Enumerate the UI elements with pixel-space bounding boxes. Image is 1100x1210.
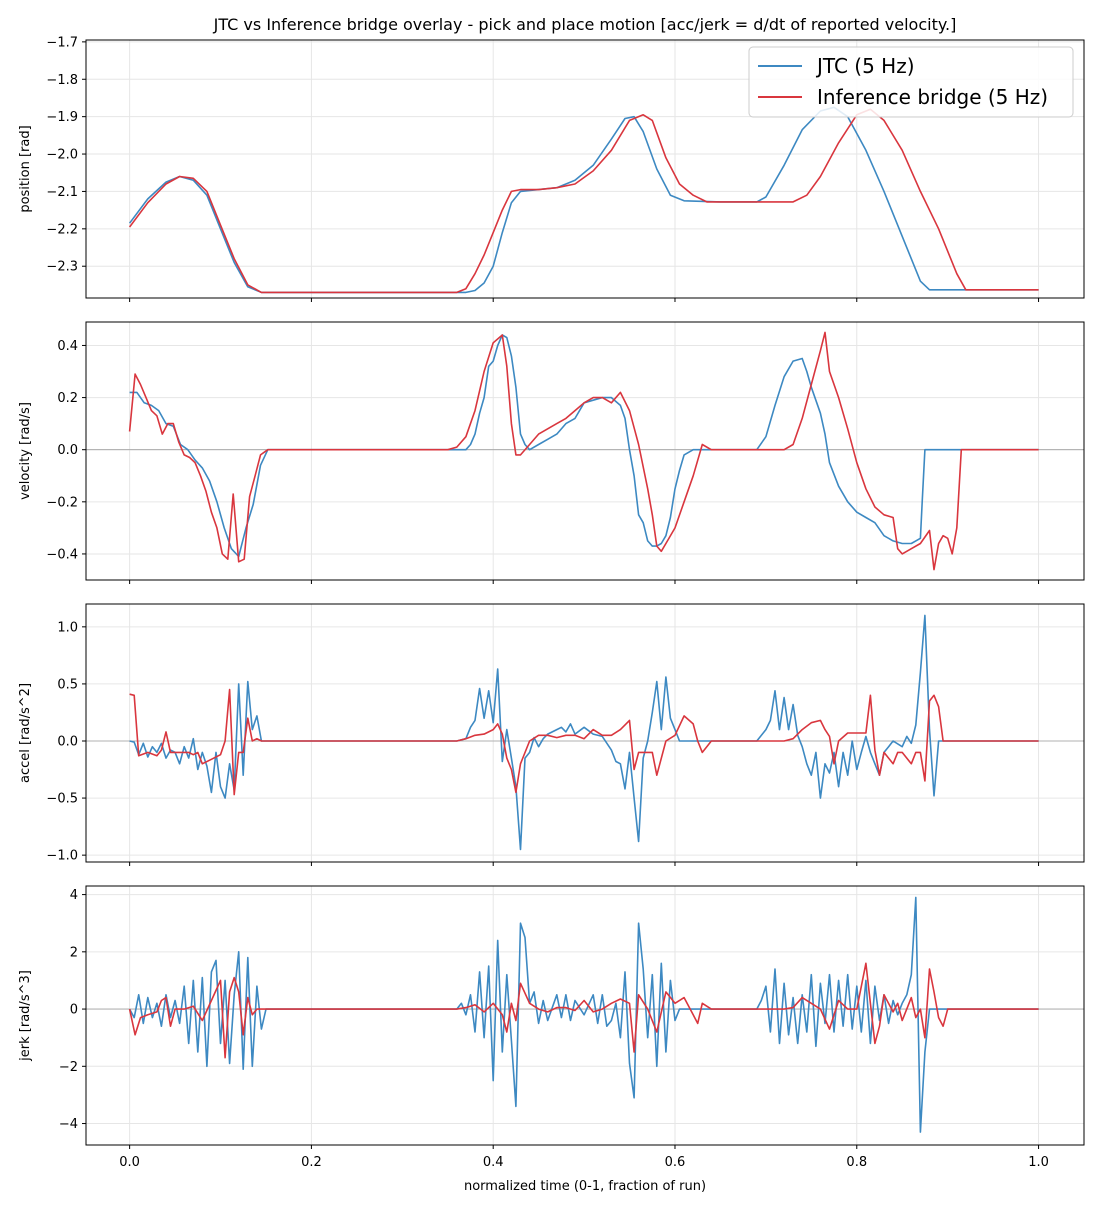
chart-title: JTC vs Inference bridge overlay - pick a…	[213, 15, 957, 34]
velocity-panel: −0.4 −0.2 0.0 0.2 0.4 velocity [rad/s]	[18, 321, 1085, 584]
x-axis-label: normalized time (0-1, fraction of run)	[464, 1179, 706, 1194]
velocity-ytick-label: −0.2	[46, 495, 78, 510]
velocity-ytick-label: 0.4	[57, 339, 78, 354]
position-inference-bridge-series-line	[128, 108, 1039, 294]
jerk-xtick-label: 0.4	[483, 1155, 504, 1170]
velocity-ytick-label: 0.0	[57, 443, 78, 458]
velocity-y-axis-label: velocity [rad/s]	[18, 402, 33, 500]
velocity-ytick-label: 0.2	[57, 391, 78, 406]
legend: JTC (5 Hz) Inference bridge (5 Hz)	[748, 46, 1074, 118]
velocity-ytick-label: −0.4	[46, 547, 78, 562]
accel-ytick-label: −1.0	[46, 849, 78, 864]
accel-panel: −1.0 −0.5 0.0 0.5 1.0 accel [rad/s^2]	[18, 603, 1085, 866]
velocity-jtc-series-line	[129, 334, 1039, 558]
legend-box	[748, 46, 1074, 118]
position-ytick-label: −2.3	[46, 260, 78, 275]
accel-ytick-label: 1.0	[57, 620, 78, 635]
accel-ytick-label: 0.0	[57, 734, 78, 749]
legend-inference-bridge-label: Inference bridge (5 Hz)	[817, 85, 1048, 109]
jerk-ytick-label: 0	[70, 1003, 78, 1018]
jerk-xtick-label: 0.0	[119, 1155, 140, 1170]
position-ytick-label: −2.1	[46, 185, 78, 200]
jerk-xtick-label: 0.6	[665, 1155, 686, 1170]
accel-y-axis-label: accel [rad/s^2]	[18, 683, 33, 783]
accel-axes-frame	[85, 603, 1085, 863]
position-ytick-label: −1.7	[46, 35, 78, 50]
jerk-panel: −4 −2 0 2 4 0.0 0.2 0.4 0.6 0.8 1.0 jerk [rad/s^3]	[18, 885, 1085, 1170]
velocity-axes-frame	[85, 321, 1085, 581]
position-ytick-label: −1.8	[46, 73, 78, 88]
accel-ytick-label: 0.5	[57, 677, 78, 692]
jerk-xtick-label: 0.2	[301, 1155, 322, 1170]
position-jtc-series-line	[128, 106, 1039, 294]
position-ytick-label: −2.2	[46, 222, 78, 237]
jerk-y-axis-label: jerk [rad/s^3]	[18, 970, 33, 1062]
position-panel: −2.3 −2.2 −2.1 −2.0 −1.9 −1.8 −1.7 position [ra…	[18, 35, 1085, 302]
position-ytick-label: −1.9	[46, 110, 78, 125]
position-ytick-label: −2.0	[46, 148, 78, 163]
position-y-axis-label: position [rad]	[18, 125, 33, 212]
jerk-axes-frame	[85, 885, 1085, 1146]
accel-jtc-series-line	[129, 614, 1039, 851]
jerk-inference-bridge-series-line	[128, 962, 1039, 1059]
subplot-stack: −2.3 −2.2 −2.1 −2.0 −1.9 −1.8 −1.7 position [ra…	[18, 35, 1085, 1170]
jerk-ytick-label: −4	[59, 1117, 78, 1132]
jerk-ytick-label: −2	[59, 1060, 78, 1075]
jerk-ytick-label: 4	[70, 888, 78, 903]
velocity-inference-bridge-series-line	[128, 331, 1039, 571]
legend-jtc-label: JTC (5 Hz)	[815, 54, 915, 78]
position-axes-frame	[85, 39, 1085, 299]
jerk-xtick-label: 1.0	[1028, 1155, 1049, 1170]
jerk-ytick-label: 2	[70, 945, 78, 960]
accel-inference-bridge-series-line	[129, 688, 1039, 796]
jerk-jtc-series-line	[128, 896, 1039, 1133]
jerk-xtick-label: 0.8	[846, 1155, 867, 1170]
accel-ytick-label: −0.5	[46, 792, 78, 807]
